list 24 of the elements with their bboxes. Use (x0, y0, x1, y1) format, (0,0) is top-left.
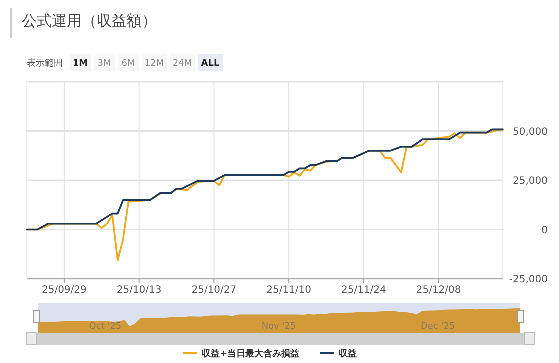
x-tick-label: 25/10/13 (116, 285, 162, 296)
text: 12M (144, 59, 164, 69)
text: Nov '25 (262, 322, 296, 332)
text: 表示範囲 (27, 58, 63, 69)
legend-label: 収益 (339, 348, 357, 360)
x-tick-label: 25/10/27 (192, 285, 237, 296)
y-tick-label: 50,000 (513, 126, 548, 138)
x-tick-label: 25/12/08 (416, 285, 462, 296)
text: 24M (172, 59, 192, 69)
y-tick-label: 25,000 (513, 176, 548, 187)
text: 6M (122, 59, 136, 69)
y-tick-label: -25,000 (509, 274, 548, 286)
legend-label: 収益+当日最大含み損益 (202, 348, 300, 360)
text: Dec '25 (420, 322, 456, 332)
text: 1M (72, 59, 88, 69)
x-tick-label: 25/11/10 (266, 285, 312, 296)
line-series (26, 128, 504, 231)
y-tick-label: 0 (542, 225, 548, 236)
x-tick-label: 25/11/24 (341, 285, 386, 296)
text: 3M (98, 59, 112, 69)
text: ALL (201, 59, 220, 69)
chart-title: 公式運用（収益額） (22, 12, 157, 30)
text: Oct '25 (89, 322, 122, 332)
x-tick-label: 25/09/29 (42, 285, 87, 296)
